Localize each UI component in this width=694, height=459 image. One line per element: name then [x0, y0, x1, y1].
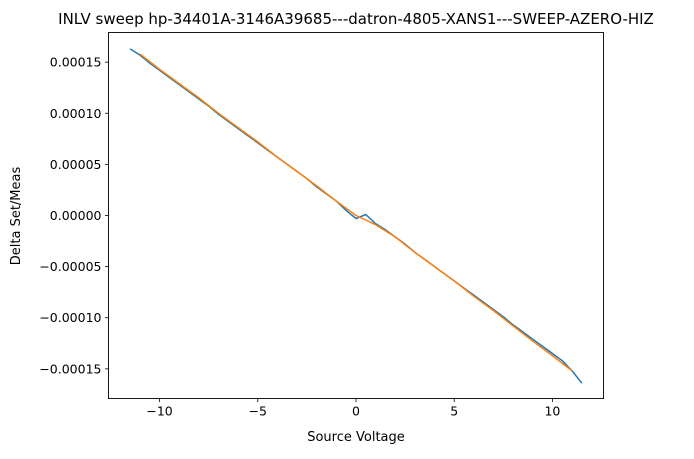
y-tick-label: 0.00015: [50, 55, 102, 70]
x-axis-label: Source Voltage: [307, 430, 405, 445]
x-tick-label: 10: [544, 404, 560, 419]
y-axis-label: Delta Set/Meas: [9, 167, 24, 266]
y-tick-label: 0.00000: [50, 208, 102, 223]
series-line-1: [139, 53, 573, 372]
y-axis-ticks: 0.00015 0.00010 0.00005 0.00000 −0.00005 −0.0…: [39, 55, 109, 376]
y-tick-label: 0.00005: [50, 157, 102, 172]
y-tick-label: −0.00005: [39, 259, 101, 274]
chart-title: INLV sweep hp-34401A-3146A39685---datron…: [58, 10, 654, 28]
y-tick-label: −0.00010: [39, 310, 101, 325]
x-tick-label: −10: [146, 404, 172, 419]
x-tick-label: 5: [450, 404, 458, 419]
x-tick-label: 0: [352, 404, 360, 419]
y-tick-label: −0.00015: [39, 361, 101, 376]
x-tick-label: −5: [249, 404, 267, 419]
plot-lines: [129, 48, 583, 384]
x-axis-ticks: −10 −5 0 5 10: [146, 398, 560, 419]
y-tick-label: 0.00010: [50, 106, 102, 121]
